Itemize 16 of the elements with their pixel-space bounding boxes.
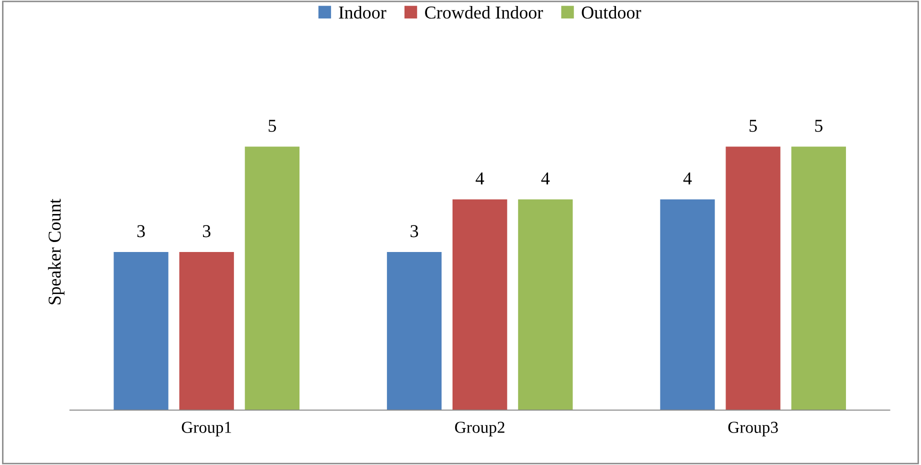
data-label: 5	[815, 120, 822, 132]
data-label: 3	[202, 225, 210, 238]
data-label: 3	[410, 225, 418, 238]
x-tick-label: Group3	[728, 422, 778, 436]
data-label: 5	[268, 120, 276, 132]
data-label: 4	[541, 172, 550, 184]
data-label: 4	[476, 172, 484, 184]
data-label: 4	[683, 172, 692, 184]
x-tick-label: Group2	[455, 422, 504, 436]
x-tick-label: Group1	[182, 422, 232, 436]
y-axis-title: Speaker Count	[48, 198, 64, 304]
legend-label: Indoor	[338, 6, 386, 19]
data-label: 5	[750, 120, 757, 132]
legend-label: Crowded Indoor	[425, 6, 544, 19]
data-label: 3	[137, 225, 145, 238]
legend-label: Outdoor	[582, 6, 642, 19]
